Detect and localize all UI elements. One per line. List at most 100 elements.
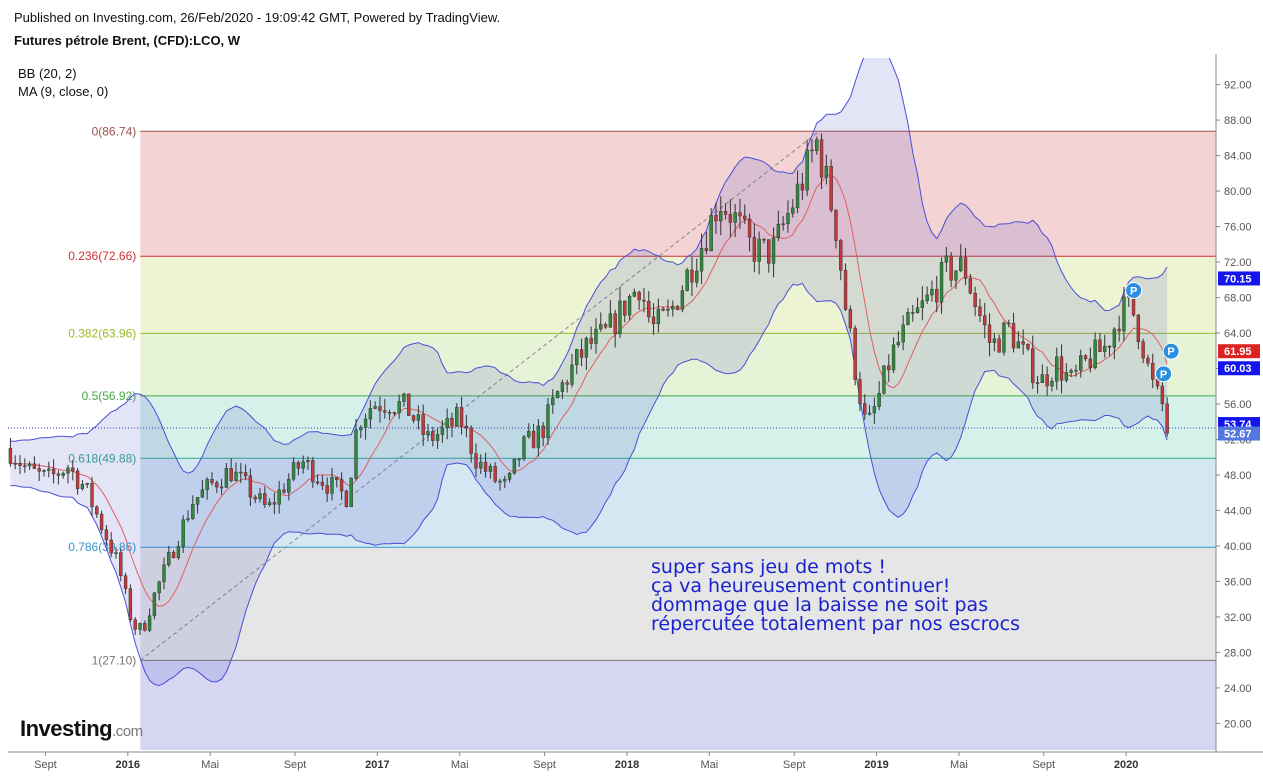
candle — [263, 493, 267, 505]
candle — [147, 615, 152, 631]
candle — [719, 211, 723, 222]
x-tick-label: Mai — [950, 759, 968, 771]
candle — [378, 406, 382, 411]
candle — [291, 462, 296, 480]
candle — [301, 461, 305, 469]
candle — [819, 139, 824, 178]
candle — [507, 472, 512, 480]
candle — [963, 257, 968, 279]
y-tick-label: 72.00 — [1224, 257, 1252, 269]
candle — [512, 458, 517, 474]
candle — [1064, 372, 1069, 381]
candle — [1079, 355, 1083, 371]
price-label: 52.67 — [1224, 429, 1252, 441]
candle — [459, 407, 464, 427]
fib-level-label: 1(27.10) — [92, 653, 137, 667]
candle — [272, 502, 277, 505]
candle — [603, 324, 608, 328]
candle — [363, 418, 368, 428]
candle — [863, 403, 867, 415]
candle — [181, 519, 185, 547]
candle — [1074, 369, 1078, 372]
candle — [613, 313, 617, 335]
candle — [1117, 328, 1121, 332]
candle — [349, 477, 353, 507]
candle — [248, 475, 253, 498]
candle — [1165, 403, 1169, 434]
candle — [416, 414, 421, 421]
candle — [733, 212, 737, 223]
candle — [1021, 341, 1025, 345]
candle — [1093, 339, 1097, 369]
candle — [887, 365, 891, 371]
candle — [527, 430, 531, 438]
candle — [661, 308, 665, 311]
candle — [359, 427, 363, 431]
fib-zone — [140, 458, 1216, 548]
candle — [186, 518, 190, 521]
indicator-bb-label[interactable]: BB (20, 2) — [18, 66, 77, 81]
candle — [699, 248, 704, 272]
candle — [1016, 341, 1021, 349]
candle — [152, 592, 157, 617]
candle — [157, 581, 161, 594]
candle — [920, 300, 925, 308]
y-tick-label: 68.00 — [1224, 293, 1252, 305]
candle — [176, 546, 181, 559]
candle — [781, 223, 785, 226]
candle — [1050, 380, 1054, 387]
candle — [834, 209, 838, 241]
x-tick-label: Mai — [451, 759, 469, 771]
x-tick-label: Sept — [1032, 759, 1055, 771]
candle — [599, 324, 603, 330]
candle — [435, 434, 440, 441]
candle — [1035, 382, 1040, 384]
candle — [315, 481, 320, 484]
y-tick-label: 80.00 — [1224, 186, 1252, 198]
candle — [666, 308, 670, 311]
y-tick-label: 24.00 — [1224, 683, 1252, 695]
candle — [762, 238, 766, 241]
y-tick-label: 40.00 — [1224, 541, 1252, 553]
x-tick-label: 2018 — [615, 759, 639, 771]
annotation-line: ça va heureusement continuer! — [651, 575, 951, 597]
candle — [872, 406, 877, 414]
candle — [243, 472, 248, 477]
candle — [138, 623, 142, 630]
candle — [426, 431, 430, 435]
candle — [330, 477, 334, 494]
fib-zone — [140, 547, 1216, 661]
candle — [983, 315, 987, 326]
candle — [949, 255, 953, 281]
candle — [397, 401, 401, 414]
candle — [973, 292, 977, 307]
candle — [944, 255, 949, 263]
candle — [42, 470, 46, 472]
candle — [306, 460, 310, 462]
candle — [992, 338, 997, 343]
candle — [411, 415, 416, 421]
candle — [104, 529, 109, 541]
x-tick-label: Sept — [284, 759, 307, 771]
price-label-box — [1218, 361, 1260, 376]
candle — [383, 410, 387, 413]
candle — [71, 467, 75, 472]
candle — [503, 478, 507, 482]
candle — [258, 493, 262, 500]
candle — [978, 306, 982, 316]
y-tick-label: 36.00 — [1224, 576, 1252, 588]
x-tick-label: Sept — [783, 759, 806, 771]
candle — [954, 270, 958, 281]
candle — [743, 215, 747, 220]
x-tick-label: 2019 — [864, 759, 888, 771]
price-label-box — [1218, 344, 1260, 359]
candle — [800, 183, 805, 191]
candle — [32, 463, 37, 469]
candle — [1011, 323, 1016, 349]
price-label-box — [1218, 426, 1260, 441]
indicator-ma-label[interactable]: MA (9, close, 0) — [18, 84, 109, 99]
candle — [608, 313, 613, 328]
candle — [335, 477, 339, 480]
candle — [90, 483, 94, 508]
